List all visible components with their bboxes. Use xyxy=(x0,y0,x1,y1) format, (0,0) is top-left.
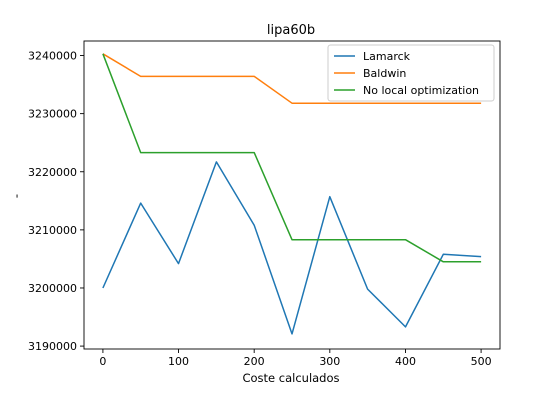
series-line-lamarck xyxy=(102,161,482,335)
y-tick-label: 3240000 xyxy=(28,50,77,63)
legend-label-baldwin: Baldwin xyxy=(363,67,406,80)
x-tick-label: 100 xyxy=(168,355,189,368)
y-axis-label: - xyxy=(9,194,23,198)
plot-frame xyxy=(83,40,501,350)
x-tick-label: 300 xyxy=(319,355,340,368)
y-tick-label: 3200000 xyxy=(28,282,77,295)
x-tick-label: 0 xyxy=(99,355,106,368)
y-tick-label: 3230000 xyxy=(28,108,77,121)
legend-label-lamarck: Lamarck xyxy=(363,50,411,63)
series-line-no-local-optimization xyxy=(102,53,482,263)
legend-box xyxy=(327,44,495,102)
legend: Lamarck Baldwin No local optimization xyxy=(327,44,495,102)
y-axis: 3190000 3200000 3210000 3220000 3230000 32400… xyxy=(28,50,84,353)
legend-label-no-local-optimization: No local optimization xyxy=(363,84,479,97)
series-line-baldwin xyxy=(102,53,482,104)
x-axis: 0 100 200 300 400 500 xyxy=(99,349,492,368)
y-tick-label: 3190000 xyxy=(28,340,77,353)
x-tick-label: 500 xyxy=(471,355,492,368)
chart-title: lipa60b xyxy=(267,23,315,38)
x-tick-label: 400 xyxy=(395,355,416,368)
plot-lines xyxy=(102,53,482,335)
y-tick-label: 3210000 xyxy=(28,224,77,237)
x-tick-label: 200 xyxy=(244,355,265,368)
y-tick-label: 3220000 xyxy=(28,166,77,179)
x-axis-label: Coste calculados xyxy=(242,371,339,385)
